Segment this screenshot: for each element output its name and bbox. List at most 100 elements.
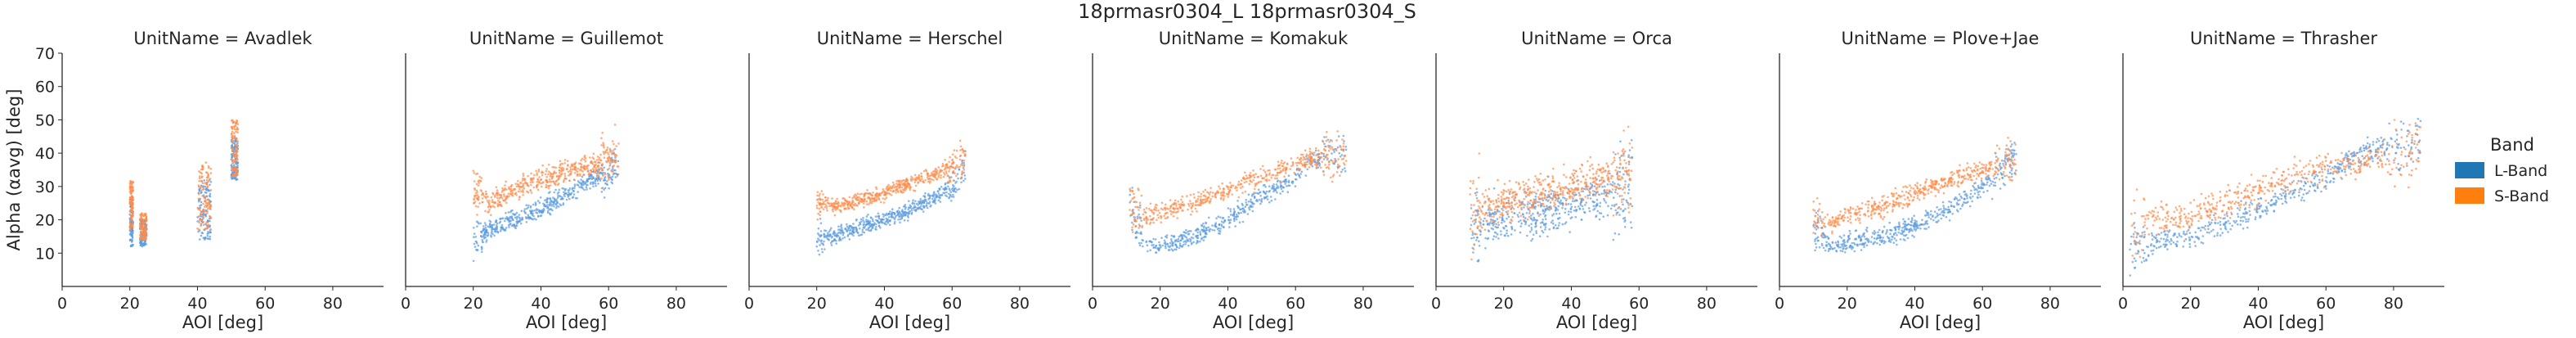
scatter-point [1603, 192, 1605, 195]
scatter-point [1573, 172, 1576, 175]
scatter-point [140, 237, 142, 241]
scatter-point [552, 201, 555, 203]
scatter-point [207, 207, 209, 210]
scatter-point [573, 163, 577, 166]
scatter-point [1246, 213, 1250, 215]
scatter-point [198, 170, 200, 173]
scatter-point [838, 237, 841, 240]
scatter-point [575, 169, 577, 172]
scatter-point [514, 226, 517, 228]
scatter-point [1181, 201, 1184, 204]
scatter-point [904, 205, 906, 208]
scatter-point [1581, 187, 1583, 190]
scatter-point [1241, 185, 1244, 188]
scatter-point [919, 198, 922, 201]
scatter-point [1537, 204, 1540, 207]
scatter-point [583, 188, 586, 192]
scatter-point [198, 179, 200, 183]
scatter-point [882, 188, 884, 191]
scatter-point [1342, 134, 1345, 137]
scatter-point [1586, 185, 1590, 188]
scatter-point [860, 201, 864, 203]
scatter-point [1567, 203, 1570, 205]
scatter-point [527, 191, 530, 194]
scatter-point [1564, 202, 1568, 205]
scatter-point [588, 174, 590, 176]
scatter-point [908, 211, 910, 214]
scatter-point [1623, 159, 1626, 162]
scatter-point [473, 227, 475, 229]
scatter-point [1592, 173, 1595, 176]
scatter-point [855, 196, 857, 200]
scatter-point [236, 128, 240, 131]
scatter-point [1548, 186, 1551, 189]
scatter-point [236, 140, 240, 143]
scatter-point [1218, 230, 1222, 232]
scatter-point [601, 169, 604, 171]
scatter-point [819, 214, 821, 217]
scatter-point [473, 236, 475, 239]
scatter-point [1512, 195, 1515, 197]
scatter-point [231, 171, 234, 174]
scatter-point [514, 213, 517, 216]
scatter-point [603, 156, 606, 159]
scatter-point [1591, 167, 1595, 170]
scatter-point [493, 234, 496, 237]
scatter-point [530, 178, 532, 182]
scatter-point [1281, 164, 1284, 168]
scatter-point [1254, 187, 1256, 191]
scatter-point [1288, 184, 1291, 187]
scatter-point [1311, 151, 1313, 154]
scatter-point [606, 157, 609, 160]
scatter-point [598, 170, 601, 173]
scatter-point [841, 203, 843, 205]
scatter-point [1268, 185, 1271, 187]
scatter-point [819, 192, 821, 196]
scatter-point [824, 229, 828, 232]
scatter-point [200, 180, 203, 183]
scatter-point [931, 173, 934, 175]
scatter-point [1248, 206, 1250, 210]
scatter-point [1557, 193, 1560, 196]
scatter-point [1600, 192, 1603, 195]
scatter-point [610, 160, 613, 162]
scatter-point [1252, 169, 1254, 172]
scatter-point [1131, 197, 1133, 201]
scatter-point [536, 183, 539, 186]
scatter-point [1604, 201, 1608, 204]
scatter-point [207, 223, 210, 227]
scatter-point [1532, 213, 1534, 215]
scatter-point [1612, 238, 1615, 241]
scatter-point [592, 157, 595, 160]
scatter-point [536, 172, 538, 174]
scatter-point [1290, 181, 1294, 183]
scatter-point [1523, 206, 1525, 209]
scatter-point [1320, 151, 1322, 155]
scatter-point [1237, 206, 1240, 210]
scatter-point [1277, 185, 1279, 187]
scatter-point [1623, 216, 1627, 219]
scatter-point [141, 223, 144, 226]
scatter-point [885, 217, 887, 220]
scatter-point [1514, 196, 1517, 199]
scatter-point [1589, 197, 1592, 200]
scatter-point [1187, 240, 1190, 242]
scatter-point [496, 224, 498, 227]
scatter-point [1561, 192, 1564, 194]
scatter-point [1134, 205, 1137, 209]
scatter-point [1147, 250, 1149, 253]
scatter-point [527, 206, 529, 209]
scatter-point [1542, 223, 1546, 226]
scatter-point [130, 205, 133, 208]
scatter-point [873, 222, 876, 224]
scatter-point [614, 160, 617, 163]
scatter-point [546, 205, 550, 209]
scatter-point [872, 219, 874, 223]
scatter-point [962, 167, 965, 169]
scatter-point [568, 192, 570, 194]
scatter-point [1335, 148, 1338, 151]
scatter-point [551, 165, 554, 169]
scatter-point [1205, 228, 1209, 232]
scatter-point [1227, 215, 1230, 219]
scatter-point [1531, 191, 1533, 193]
